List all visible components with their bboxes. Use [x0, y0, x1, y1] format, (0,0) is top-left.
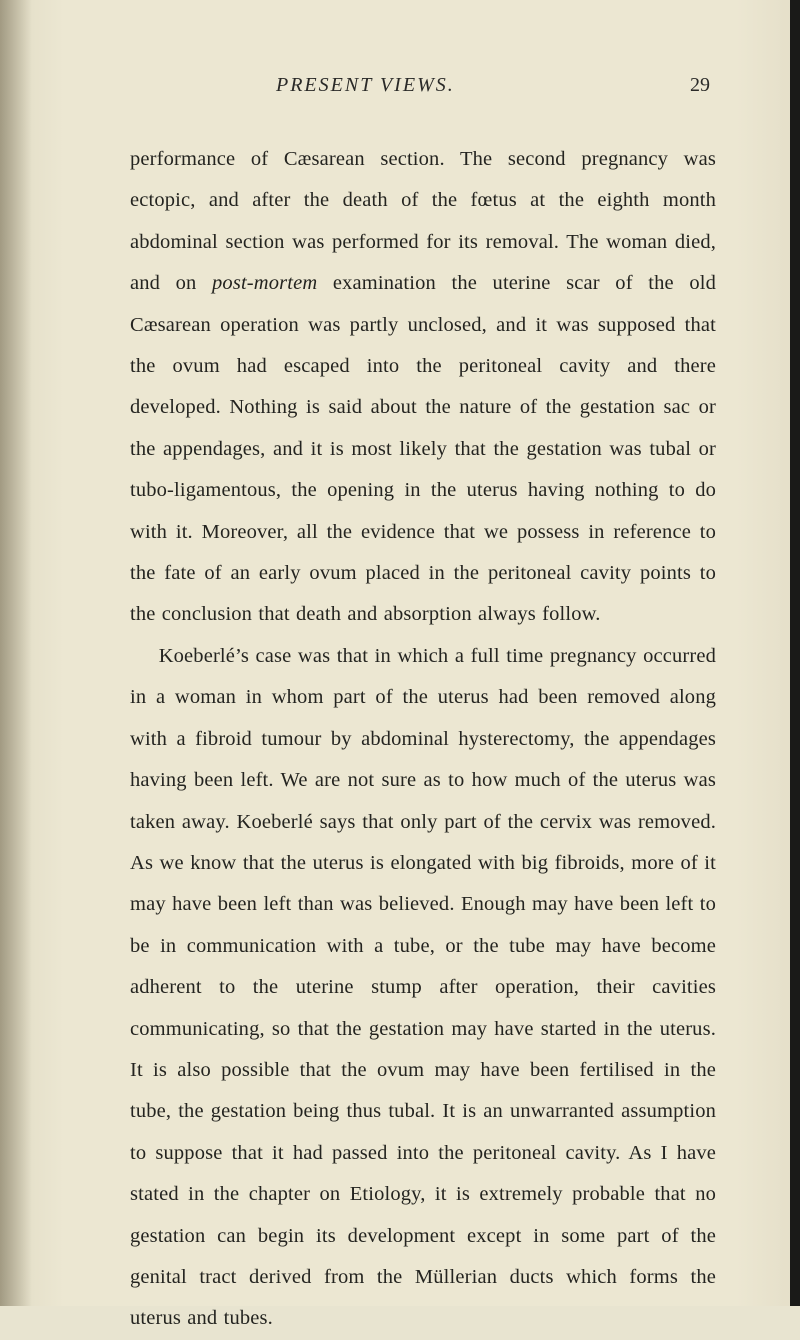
page: PRESENT VIEWS. 29 performance of Cæsarea… [0, 0, 800, 1306]
paragraph-2: Koeberlé’s case was that in which a full… [130, 636, 716, 1340]
para1-italic: post-mortem [212, 272, 317, 294]
body-text: performance of Cæsarean section. The sec… [130, 139, 716, 1340]
paragraph-1: performance of Cæsarean section. The sec… [130, 139, 716, 636]
page-number: 29 [690, 74, 710, 97]
binding-shadow [0, 0, 32, 1306]
para2-pre: Koeberlé’s case was that in which a full… [130, 645, 716, 1330]
page-edge [790, 0, 800, 1306]
running-head: PRESENT VIEWS. 29 [130, 74, 716, 97]
para1-post: examination the uterine scar of the old … [130, 272, 716, 625]
running-title: PRESENT VIEWS. [276, 74, 455, 97]
